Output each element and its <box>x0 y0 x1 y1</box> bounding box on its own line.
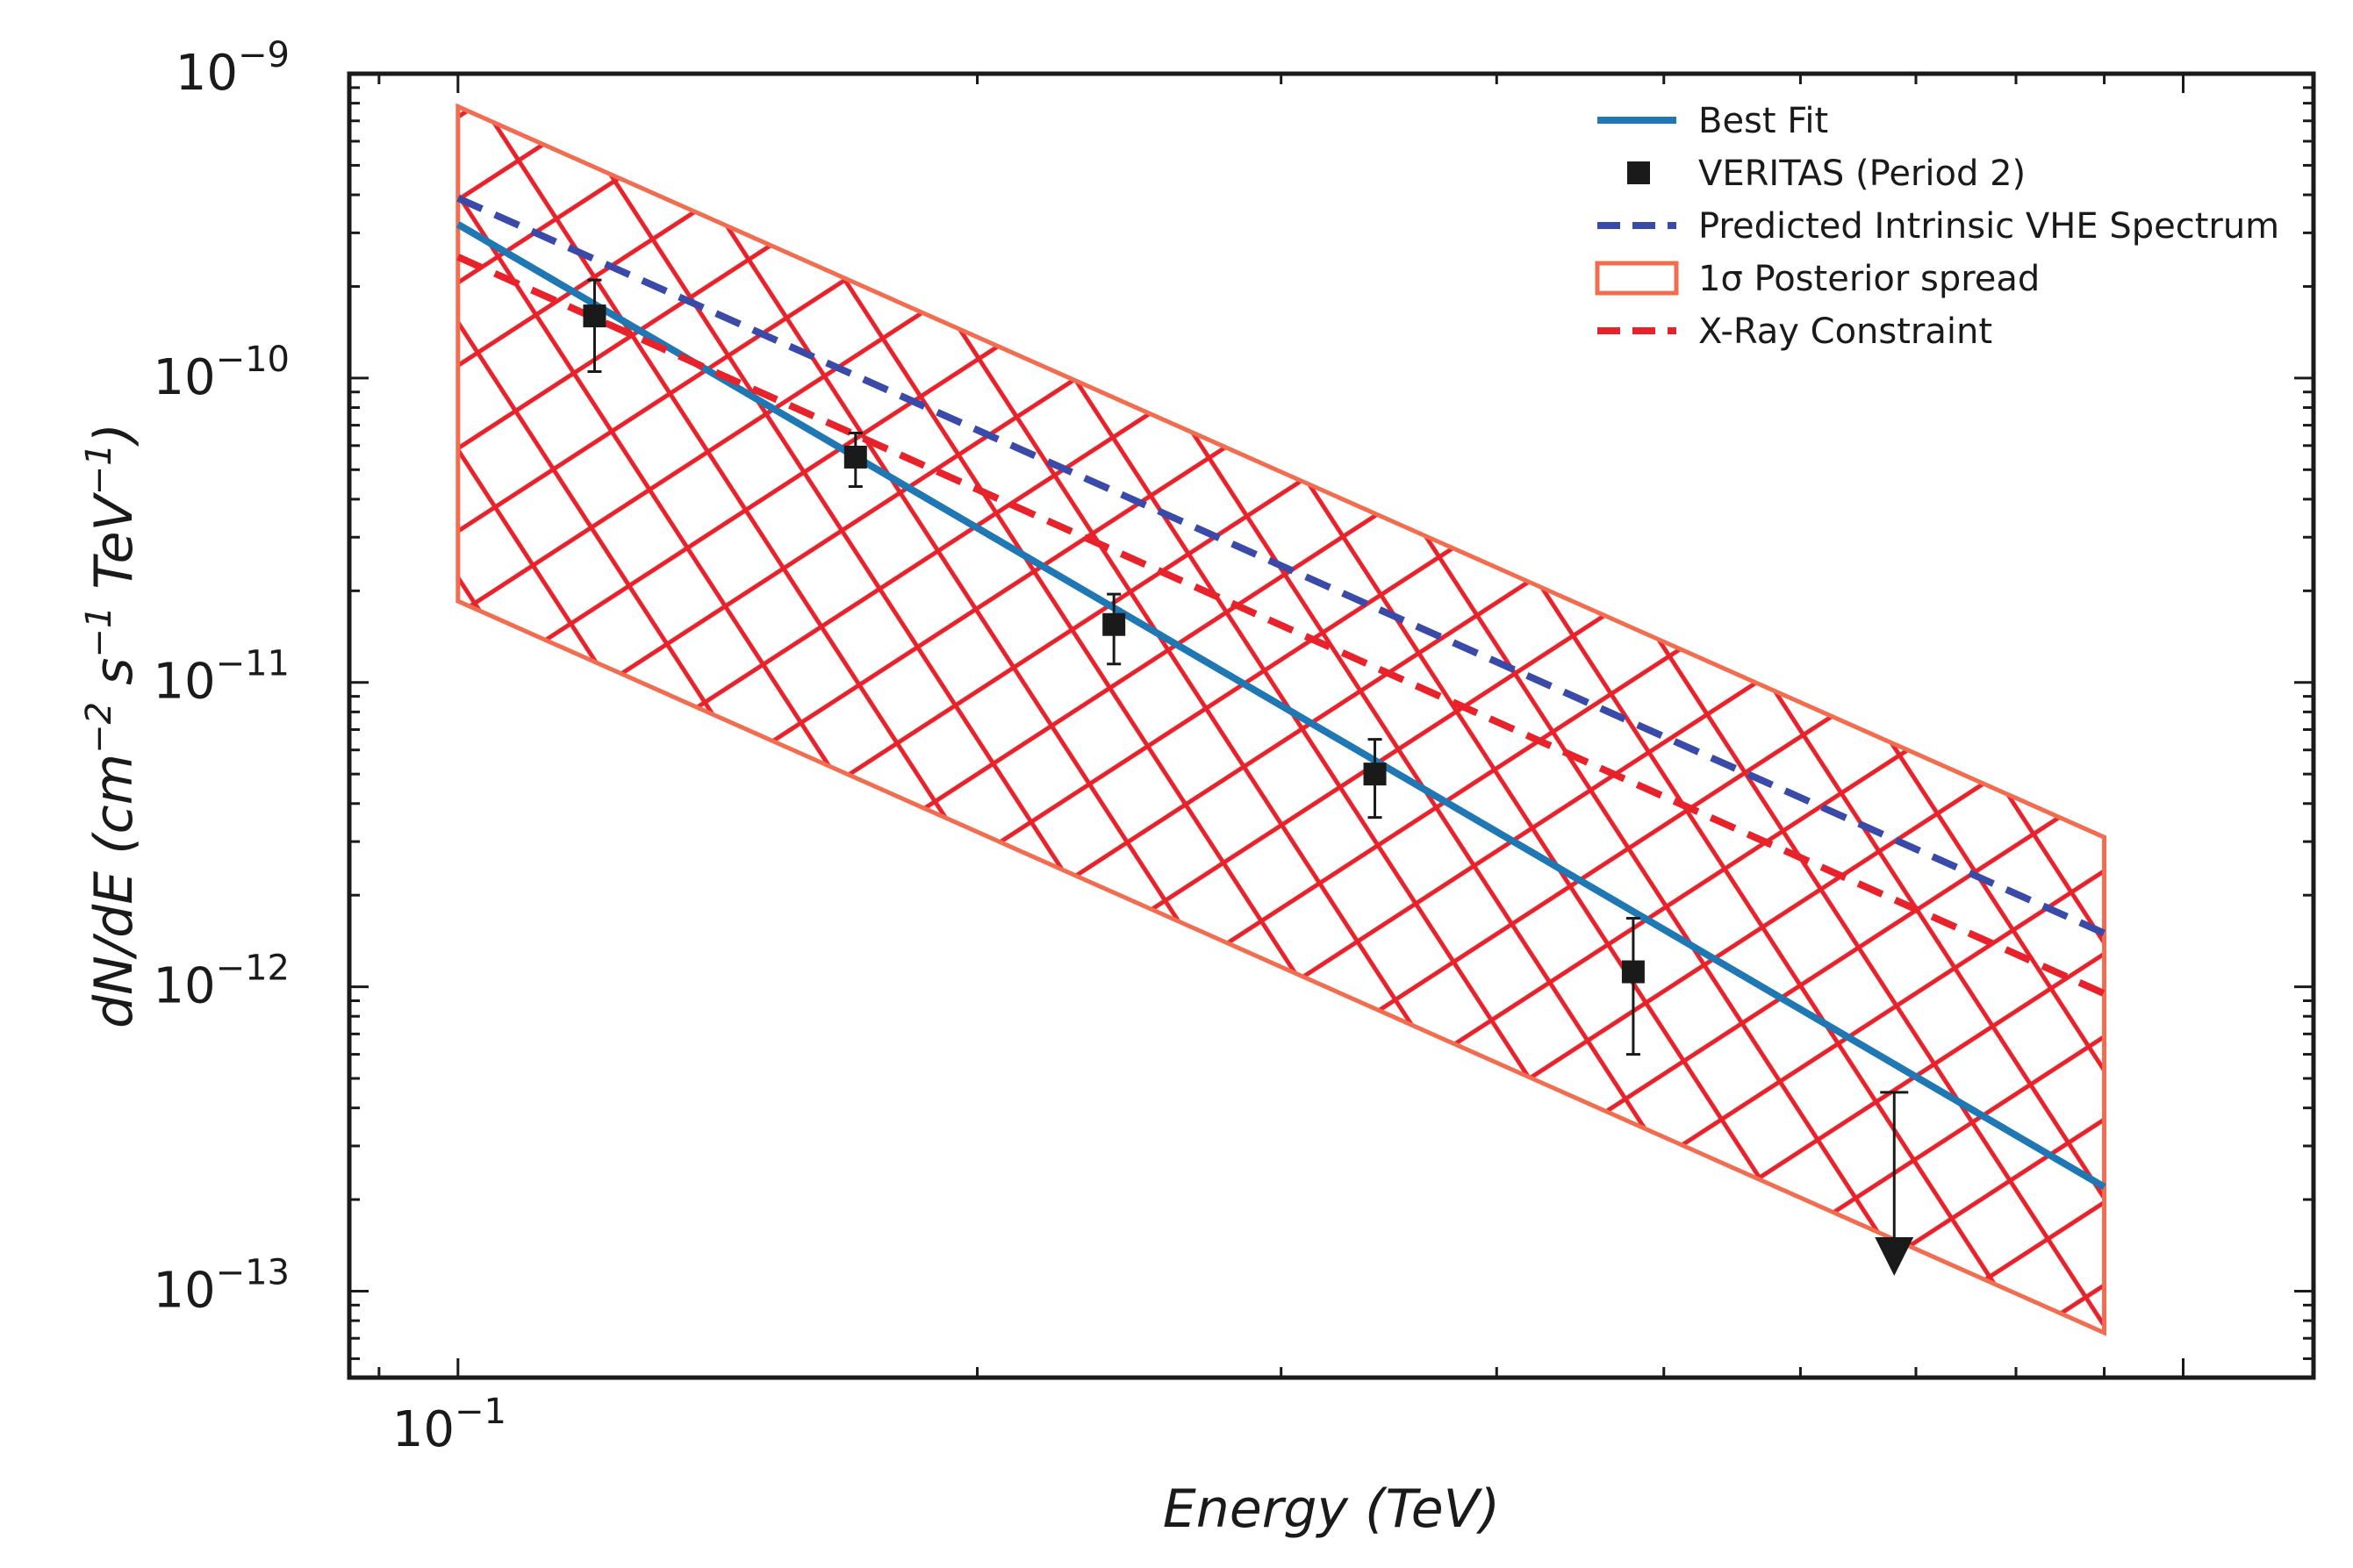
x-tick-label-1: 10−1 <box>392 1392 506 1458</box>
series-line-3 <box>456 254 2106 997</box>
legend-marker-points <box>1627 161 1650 184</box>
legend-label-4: 1σ Posterior spread <box>1698 259 2040 299</box>
y-tick-label-3: 10−11 <box>153 644 290 711</box>
axes: 10−9 10−10 10−11 10−12 10−13 10−1 <box>153 35 2314 1458</box>
upper-limit-arrow <box>1875 1237 1914 1277</box>
data-point-3 <box>1102 612 1126 636</box>
y-tick-label-1: 10−9 <box>176 35 290 102</box>
legend-label-5: X-Ray Constraint <box>1698 311 1992 352</box>
plot-frame <box>347 71 2316 1380</box>
data-point-2 <box>843 445 867 469</box>
band-outline <box>456 103 2107 1336</box>
data-point-5 <box>1621 960 1645 984</box>
legend-label-2: VERITAS (Period 2) <box>1698 154 2026 194</box>
plot-clip-group <box>456 103 2107 1336</box>
y-tick-label-2: 10−10 <box>153 340 290 406</box>
legend: Best Fit VERITAS (Period 2) Predicted Intr… <box>1595 101 2279 352</box>
band-hatch <box>457 106 2105 1333</box>
y-axis-title: dN/dE (cm−2 s−1 TeV−1) <box>79 423 145 1028</box>
legend-swatch-band <box>1595 261 1679 296</box>
data-point-4 <box>1363 763 1387 786</box>
data-point-1 <box>583 304 606 328</box>
legend-label-3: Predicted Intrinsic VHE Spectrum <box>1698 206 2279 247</box>
plot-area <box>456 103 2107 1336</box>
series-line-1 <box>456 221 2106 1191</box>
series-line-2 <box>456 195 2106 937</box>
y-tick-label-5: 10−13 <box>153 1252 290 1319</box>
y-tick-label-4: 10−12 <box>153 949 290 1015</box>
x-axis-title: Energy (TeV) <box>1163 1479 1500 1540</box>
legend-label-1: Best Fit <box>1698 101 1828 141</box>
